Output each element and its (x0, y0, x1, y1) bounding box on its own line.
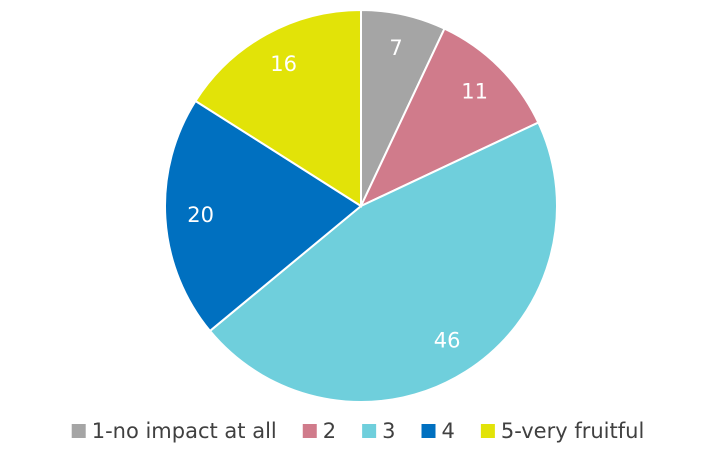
legend-label: 5-very fruitful (501, 419, 644, 443)
legend-label: 2 (323, 419, 336, 443)
legend-swatch (421, 424, 436, 438)
legend-swatch (362, 424, 377, 438)
data-label: 16 (270, 52, 297, 76)
legend-label: 3 (382, 419, 395, 443)
legend-swatch (302, 424, 317, 438)
legend-swatch (480, 424, 495, 438)
pie-slice (194, 8, 362, 208)
pie-slice (208, 121, 558, 403)
data-label: 20 (187, 203, 214, 227)
legend-label: 1-no impact at all (92, 419, 277, 443)
data-label: 7 (389, 36, 402, 60)
pie-slice (358, 27, 540, 209)
pie-slice (164, 99, 363, 333)
legend-label: 4 (442, 419, 455, 443)
legend-swatch (71, 424, 86, 438)
legend: 1-no impact at all 2 3 4 5-very fruitful (71, 419, 644, 443)
data-label: 11 (461, 79, 488, 103)
data-label: 46 (434, 329, 461, 353)
